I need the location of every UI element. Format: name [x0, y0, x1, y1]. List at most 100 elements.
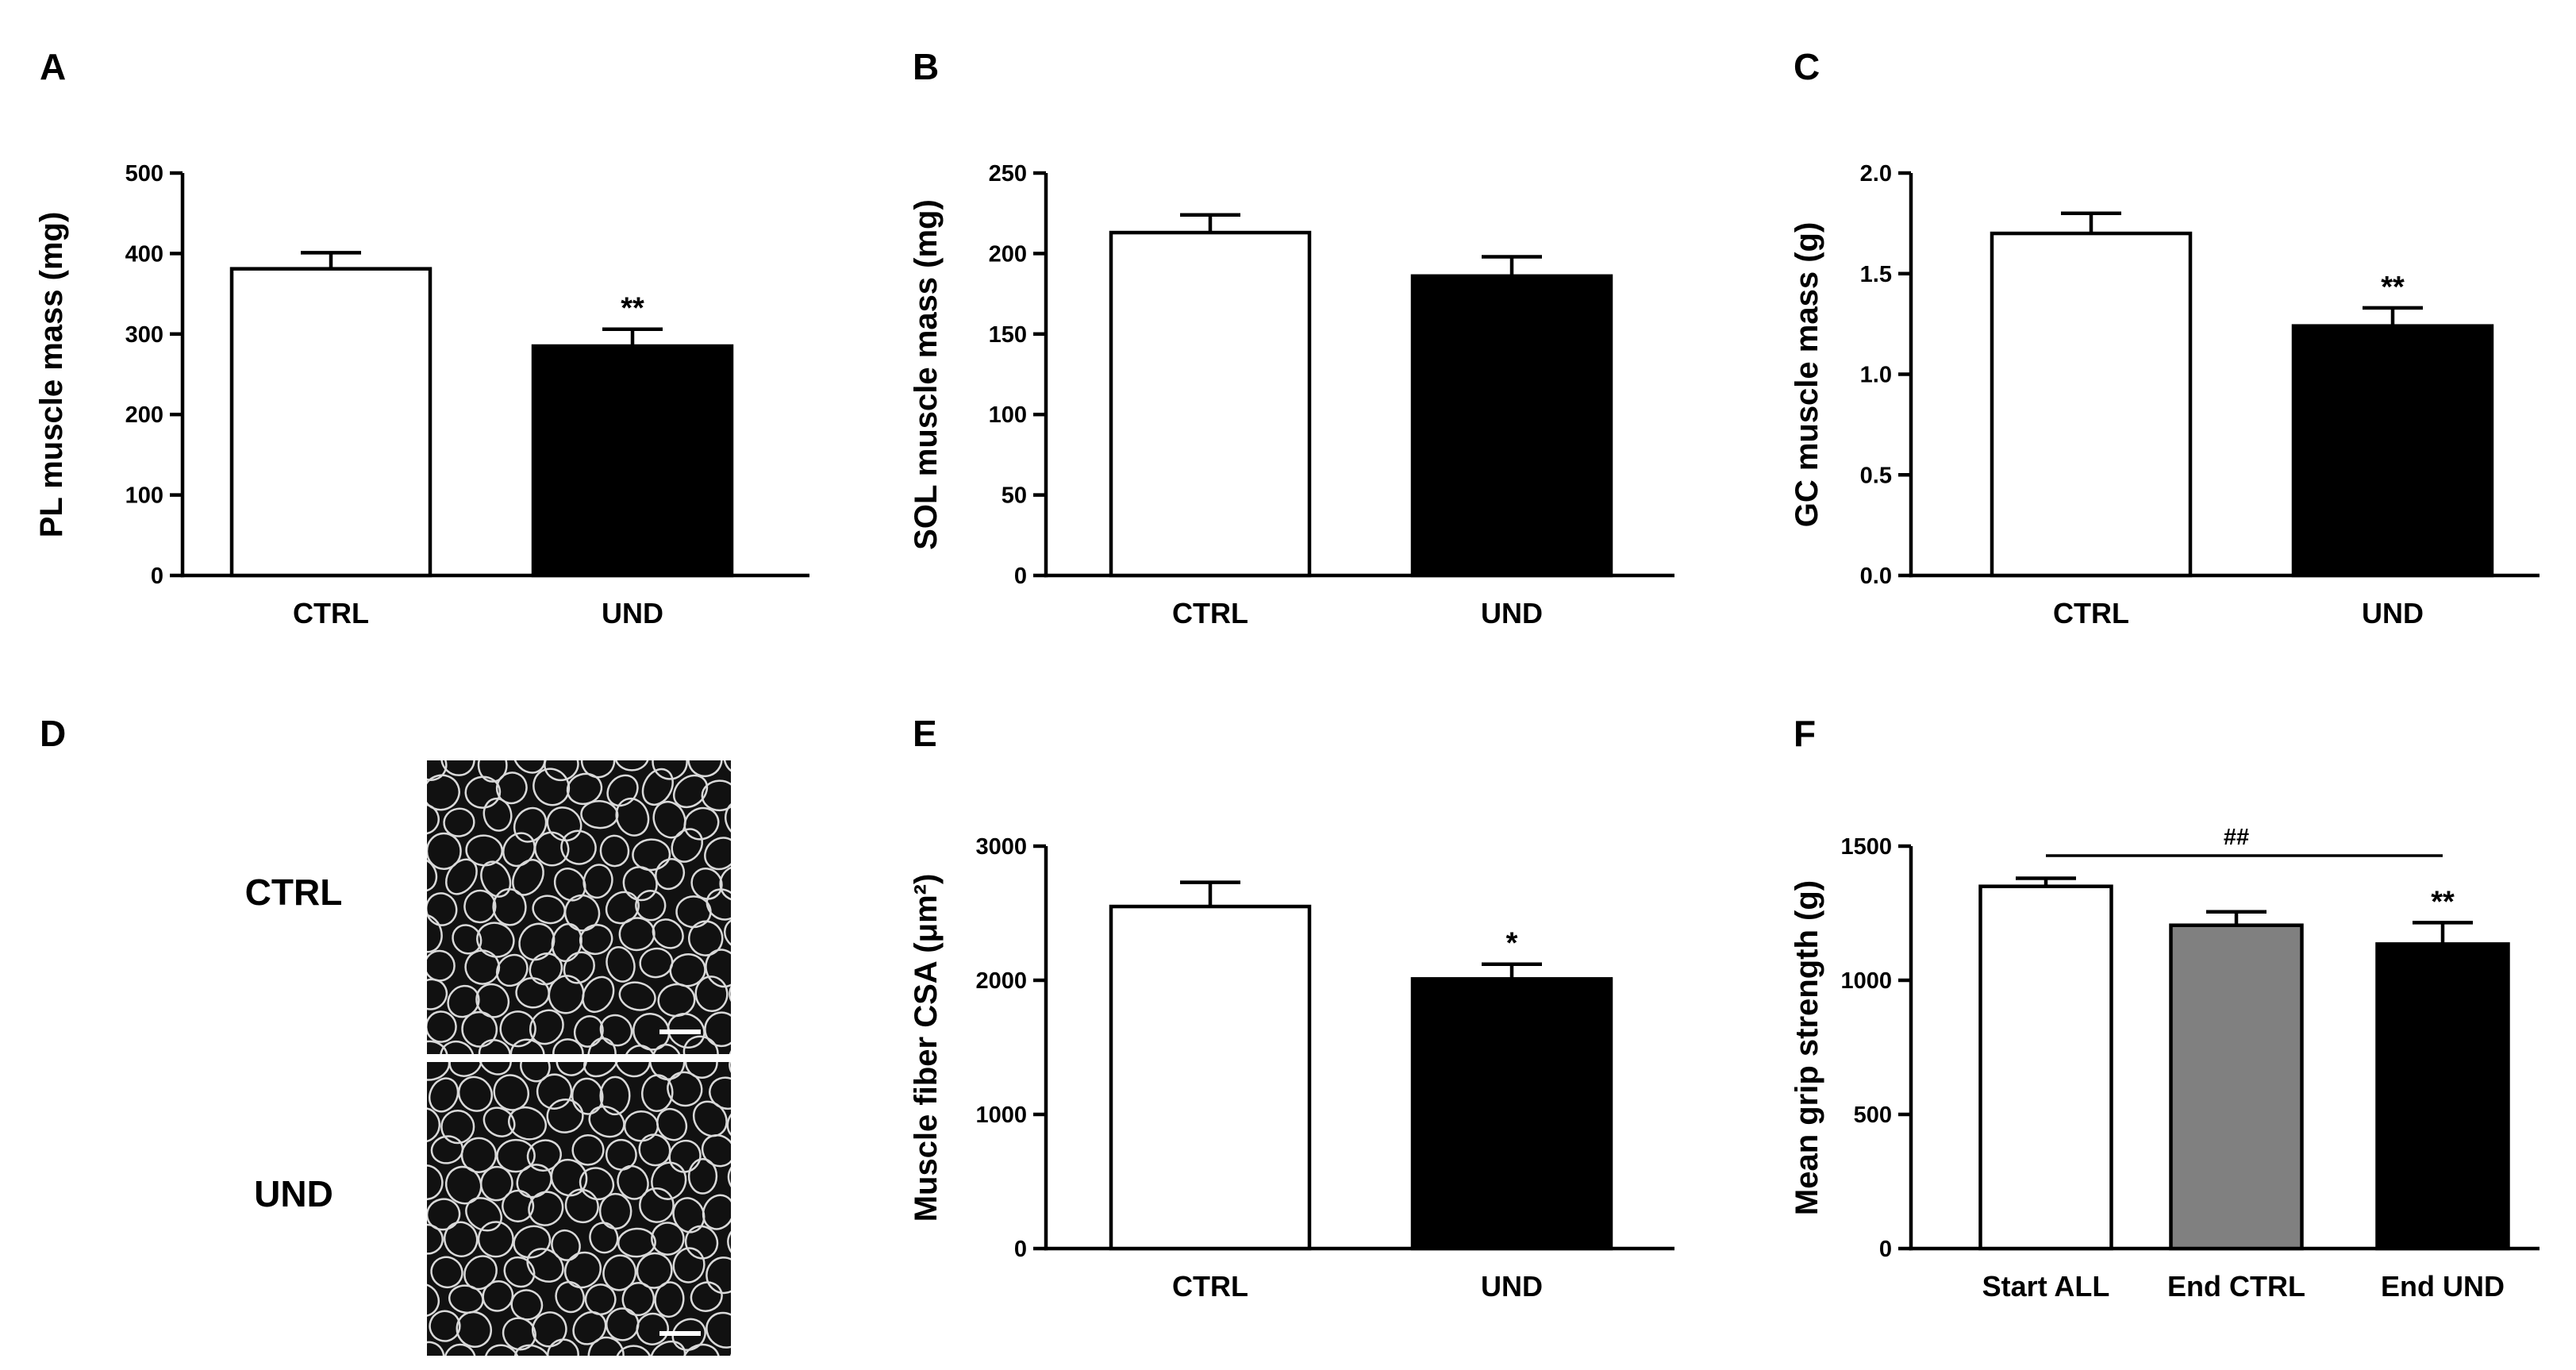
- muscle-fiber: [635, 890, 667, 922]
- muscle-fiber: [704, 837, 731, 871]
- muscle-fiber: [502, 832, 536, 868]
- muscle-fiber: [729, 1062, 731, 1081]
- muscle-fiber: [427, 914, 443, 953]
- y-axis-label: PL muscle mass (mg): [34, 212, 69, 538]
- panel-letter-c: C: [1794, 46, 1820, 87]
- muscle-fiber: [622, 866, 658, 902]
- y-tick-label: 1500: [1840, 834, 1892, 860]
- muscle-fiber: [731, 1068, 775, 1111]
- significance-label: **: [2381, 271, 2405, 304]
- muscle-fiber: [444, 1165, 483, 1205]
- micrograph-ctrl-image: [427, 760, 783, 1054]
- muscle-fiber: [428, 1077, 459, 1113]
- muscle-fiber: [531, 1311, 567, 1348]
- muscle-fiber: [427, 1164, 444, 1201]
- micrograph-und-image: [427, 1062, 775, 1370]
- muscle-fiber: [447, 984, 480, 1018]
- muscle-fiber: [683, 806, 720, 841]
- muscle-fiber: [492, 887, 527, 926]
- muscle-fiber: [427, 803, 440, 835]
- y-tick-label: 1.5: [1860, 262, 1892, 287]
- panel-letter-a: A: [40, 46, 66, 87]
- bar-und: [1410, 977, 1613, 1251]
- muscle-fiber: [427, 857, 438, 892]
- muscle-fiber: [546, 806, 582, 842]
- muscle-fiber: [706, 1256, 731, 1295]
- bar-end-und: [2375, 942, 2510, 1251]
- muscle-fiber: [649, 1340, 686, 1356]
- muscle-fiber: [732, 1246, 774, 1287]
- muscle-fiber: [529, 1009, 564, 1045]
- muscle-fiber: [563, 951, 595, 984]
- muscle-fiber: [672, 1247, 706, 1283]
- y-tick-label: 50: [1002, 483, 1027, 509]
- muscle-fiber: [427, 978, 448, 1010]
- micrograph-panel: CTRL UND: [245, 760, 783, 1370]
- significance-label: *: [1506, 927, 1518, 960]
- y-tick-label: 0: [151, 564, 163, 589]
- y-axis-label: SOL muscle mass (mg): [909, 199, 944, 550]
- muscle-fiber: [613, 1062, 652, 1078]
- muscle-fiber: [427, 832, 462, 870]
- muscle-fiber: [602, 1367, 647, 1370]
- muscle-fiber: [655, 858, 686, 891]
- muscle-fiber: [533, 768, 571, 806]
- muscle-fiber: [704, 1011, 731, 1048]
- y-axis-label: GC muscle mass (g): [1790, 222, 1824, 528]
- muscle-fiber: [480, 860, 512, 898]
- muscle-fiber: [546, 1099, 584, 1133]
- muscle-fiber: [587, 1037, 617, 1054]
- x-tick-label: CTRL: [1172, 597, 1248, 629]
- muscle-fiber-outlines: [427, 1062, 775, 1370]
- y-tick-label: 2.0: [1860, 161, 1892, 187]
- muscle-fiber: [652, 1043, 682, 1054]
- muscle-fiber: [477, 760, 508, 783]
- muscle-fiber: [739, 889, 779, 929]
- x-tick-label: Start ALL: [1982, 1270, 2110, 1303]
- muscle-fiber: [448, 1284, 484, 1314]
- muscle-fiber: [729, 1276, 763, 1314]
- muscle-fiber: [503, 1256, 536, 1288]
- y-tick-label: 150: [989, 322, 1027, 348]
- muscle-fiber: [615, 1345, 652, 1356]
- muscle-fiber: [652, 760, 688, 780]
- muscle-fiber: [706, 1311, 731, 1349]
- muscle-fiber: [618, 981, 656, 1011]
- muscle-fiber: [651, 1222, 685, 1256]
- muscle-fiber: [571, 1134, 605, 1166]
- muscle-fiber: [738, 948, 783, 993]
- y-tick-label: 1000: [975, 1103, 1027, 1128]
- muscle-fiber: [476, 922, 515, 958]
- muscle-fiber: [461, 1010, 498, 1048]
- muscle-fiber: [452, 924, 483, 955]
- bar-start-all: [1978, 884, 2113, 1251]
- muscle-fiber: [657, 983, 696, 1018]
- x-tick-label: End UND: [2381, 1270, 2505, 1303]
- muscle-fiber: [606, 945, 636, 983]
- muscle-fiber: [732, 1006, 780, 1054]
- significance-label: **: [2431, 885, 2455, 918]
- muscle-fiber: [478, 1039, 511, 1054]
- micrograph-ctrl-label: CTRL: [245, 872, 343, 913]
- y-tick-label: 3000: [975, 834, 1027, 860]
- muscle-fiber: [667, 1013, 706, 1049]
- muscle-fiber: [513, 1344, 551, 1356]
- muscle-fiber: [550, 1158, 588, 1197]
- y-tick-label: 0.0: [1860, 564, 1892, 589]
- muscle-fiber: [440, 1040, 475, 1054]
- muscle-fiber: [477, 1221, 514, 1258]
- muscle-fiber: [599, 834, 630, 868]
- muscle-fiber: [477, 1062, 513, 1076]
- muscle-fiber: [687, 760, 723, 778]
- muscle-fiber: [694, 976, 729, 1013]
- muscle-fiber: [623, 1045, 656, 1054]
- muscle-fiber: [651, 1161, 687, 1200]
- micrograph-und-label: UND: [254, 1173, 333, 1214]
- muscle-fiber: [528, 1191, 564, 1226]
- bar-und: [531, 344, 734, 578]
- muscle-fiber: [456, 1310, 493, 1348]
- muscle-fiber: [513, 806, 548, 843]
- muscle-fiber: [632, 838, 671, 872]
- panel-letter-b: B: [913, 46, 939, 87]
- x-tick-label: CTRL: [1172, 1270, 1248, 1303]
